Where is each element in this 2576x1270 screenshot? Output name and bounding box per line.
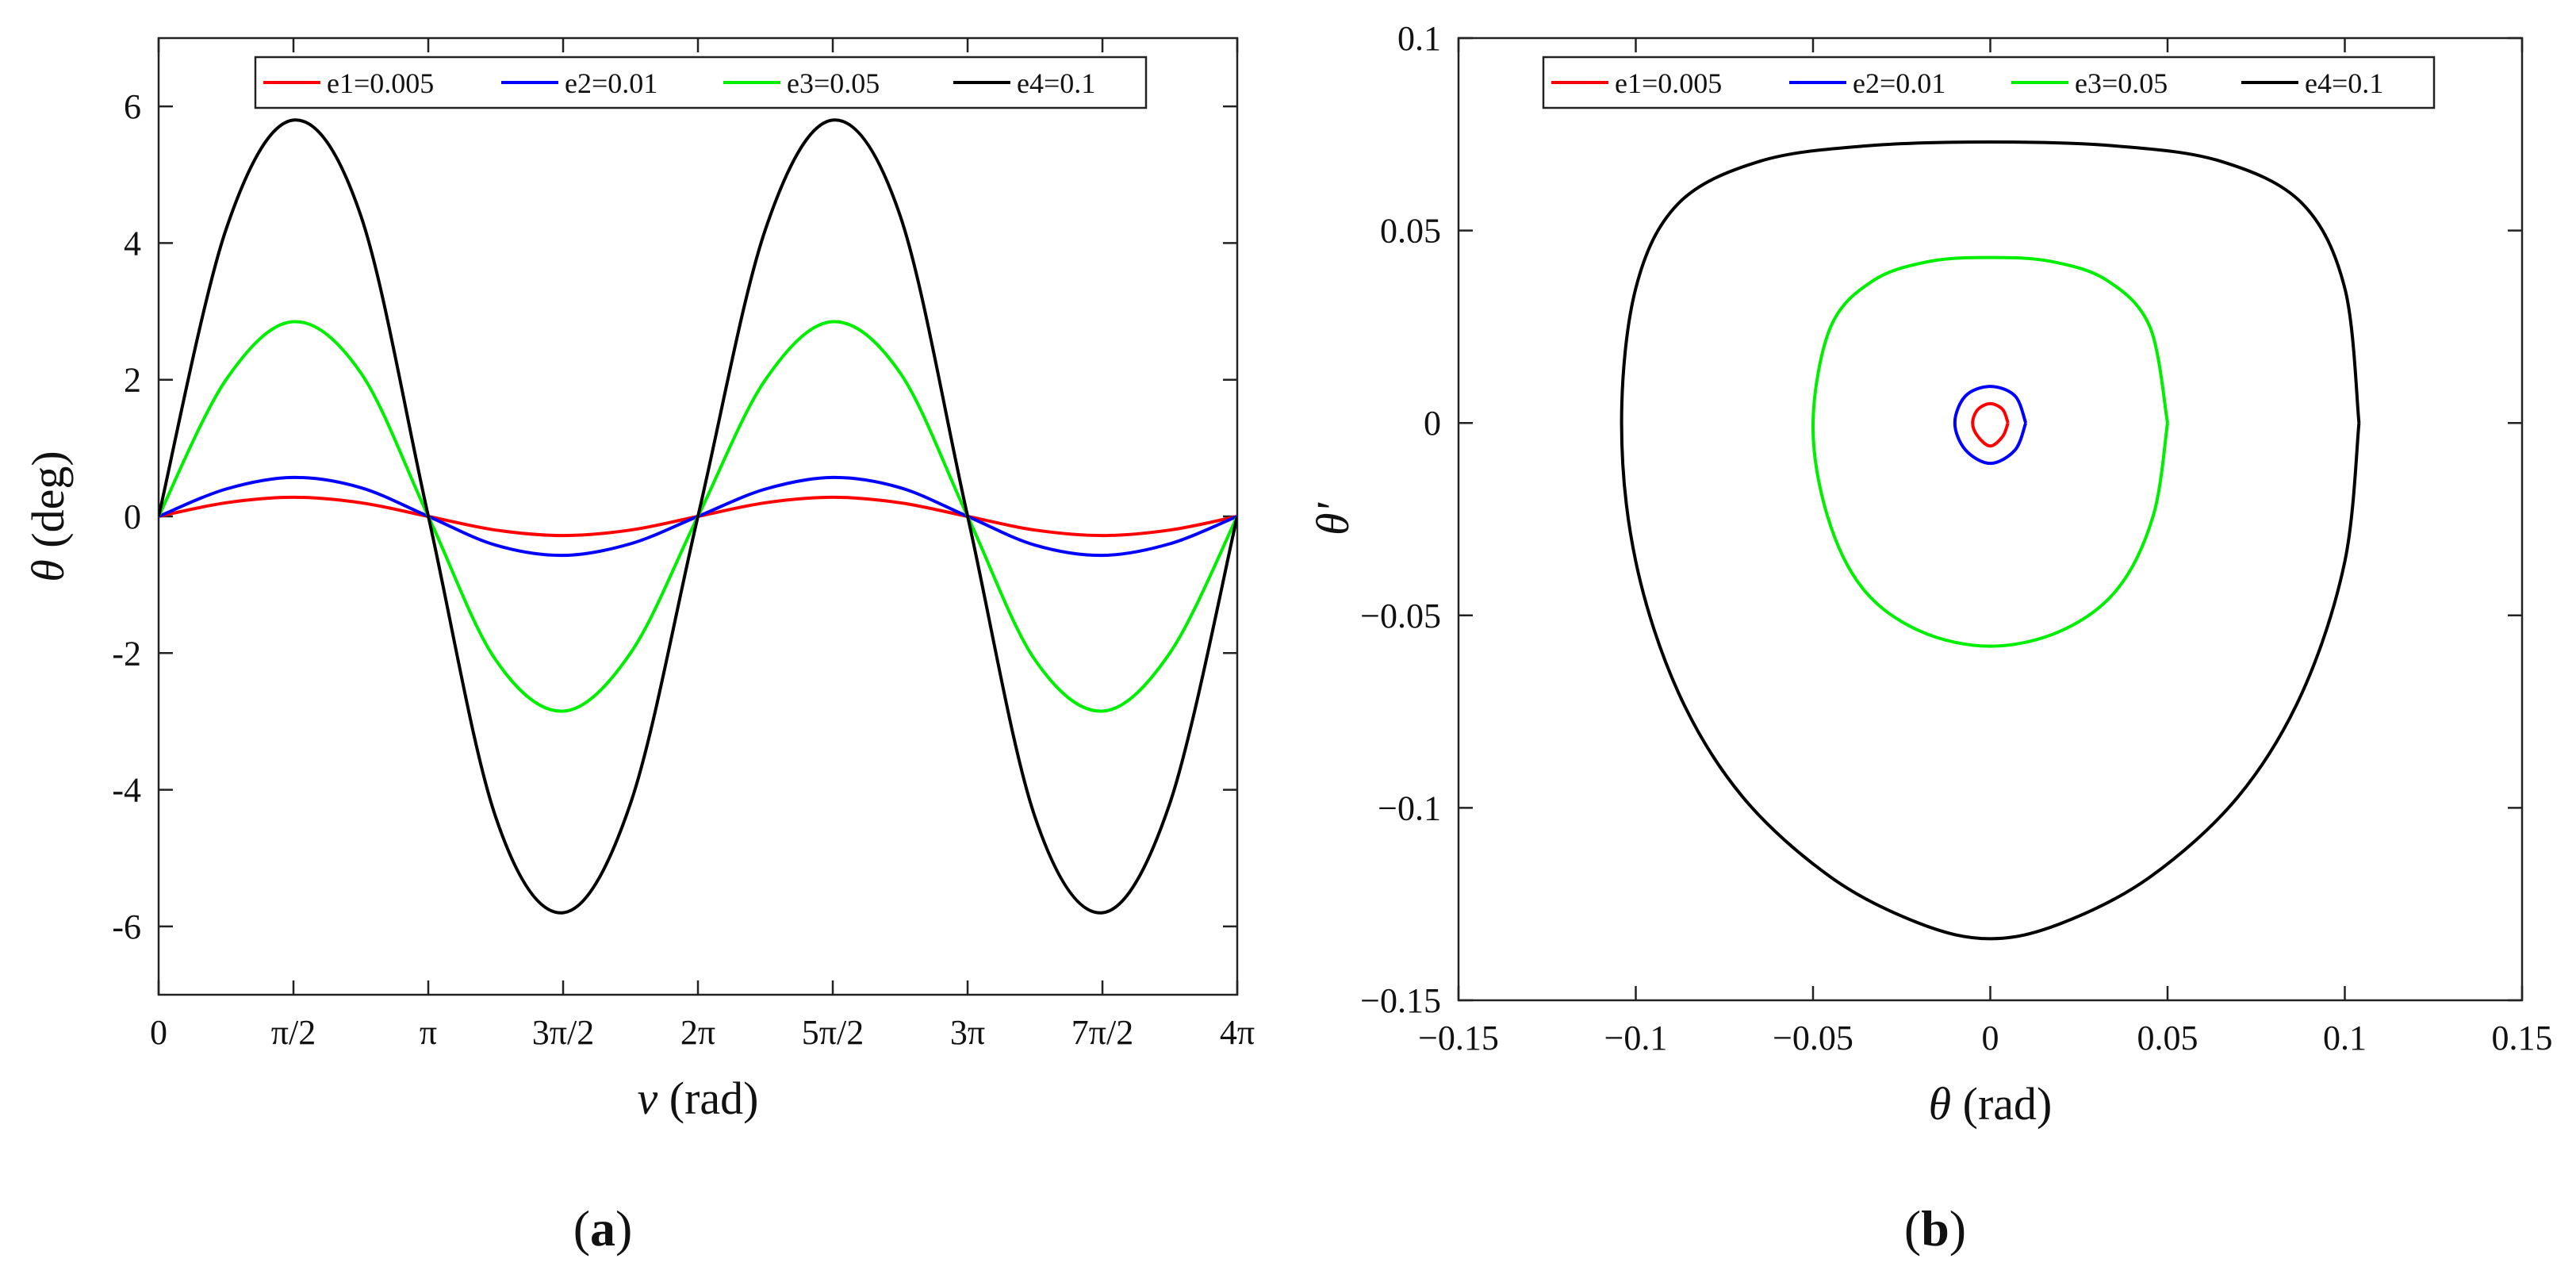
y-tick-label: −0.1 <box>1378 788 1441 827</box>
y-axis-title: θ (deg) <box>22 451 74 581</box>
y-tick-label: 2 <box>124 361 141 400</box>
y-tick-label: 0 <box>124 497 141 536</box>
series-line-e3 <box>1811 255 2169 648</box>
x-axis-symbol: ν <box>638 1072 658 1124</box>
x-tick-label: 0.15 <box>2492 1019 2553 1057</box>
x-axis-symbol: θ <box>1929 1078 1952 1130</box>
x-tick-label: 3π/2 <box>532 1013 594 1052</box>
legend-label-e1: e1=0.005 <box>327 67 434 99</box>
legend-label-e4: e4=0.1 <box>2305 67 2383 99</box>
x-tick-label: 2π <box>680 1013 715 1052</box>
series-line-e1 <box>1971 401 2010 448</box>
x-tick-label: −0.05 <box>1773 1019 1853 1057</box>
y-tick-label: -4 <box>112 771 141 810</box>
panel-label-a: (a) <box>573 1200 633 1257</box>
panel-a: 0 π/2 π 3π/2 2π 5π/2 3π 7π/2 4π -6 -4 -2 0 2 4 6 e1=0.00… <box>22 36 1255 1257</box>
legend-label-e4: e4=0.1 <box>1017 67 1095 99</box>
y-tick-label: 0.05 <box>1380 212 1441 251</box>
x-tick-label: 0.05 <box>2137 1019 2198 1057</box>
legend-label-e1: e1=0.005 <box>1615 67 1722 99</box>
series-line-e2 <box>1953 385 2028 466</box>
legend-label-e3: e3=0.05 <box>787 67 880 99</box>
x-tick-label: π <box>420 1013 437 1052</box>
legend-label-e2: e2=0.01 <box>565 67 657 99</box>
x-tick-label: 4π <box>1220 1013 1255 1052</box>
x-axis-unit: (rad) <box>1951 1078 2052 1130</box>
series-line-e4 <box>159 118 1237 915</box>
panel-letter: a <box>590 1200 615 1257</box>
legend-label-e2: e2=0.01 <box>1853 67 1945 99</box>
x-tick-label: 0.1 <box>2323 1019 2367 1057</box>
y-tick-label: −0.05 <box>1360 597 1441 635</box>
x-tick-label: 0 <box>150 1013 167 1052</box>
x-axis-title: θ (rad) <box>1929 1078 2053 1130</box>
plot-frame <box>1457 36 2524 1002</box>
y-tick-label: 6 <box>124 87 141 126</box>
y-axis-unit: (deg) <box>22 451 74 559</box>
y-tick-label: 0 <box>1424 404 1441 443</box>
y-tick-label: -6 <box>112 907 141 946</box>
legend-label-e3: e3=0.05 <box>2075 67 2168 99</box>
y-tick-label: 4 <box>124 224 141 263</box>
y-axis-symbol: θ <box>22 559 74 582</box>
x-axis-unit: (rad) <box>657 1072 758 1124</box>
series-line-e4 <box>1620 140 2361 941</box>
x-tick-label: π/2 <box>271 1013 316 1052</box>
x-tick-label: 3π <box>950 1013 985 1052</box>
x-tick-label: 5π/2 <box>802 1013 864 1052</box>
panel-letter: b <box>1921 1200 1949 1257</box>
x-tick-label: −0.1 <box>1604 1019 1668 1057</box>
x-tick-label: −0.15 <box>1418 1019 1499 1057</box>
panel-label-b: (b) <box>1904 1200 1966 1257</box>
x-tick-label: 0 <box>1982 1019 1999 1057</box>
y-axis-title: θ' <box>1307 501 1359 535</box>
x-axis-title: ν (rad) <box>638 1072 759 1124</box>
y-tick-label: −0.15 <box>1360 981 1441 1020</box>
y-tick-label: -2 <box>112 634 141 673</box>
panel-b: −0.15 −0.1 −0.05 0 0.05 0.1 0.15 −0.15 −0.1 −0.05… <box>1307 19 2553 1257</box>
y-tick-label: 0.1 <box>1397 19 1441 58</box>
y-axis-symbol: θ' <box>1307 501 1359 535</box>
x-tick-label: 7π/2 <box>1071 1013 1133 1052</box>
